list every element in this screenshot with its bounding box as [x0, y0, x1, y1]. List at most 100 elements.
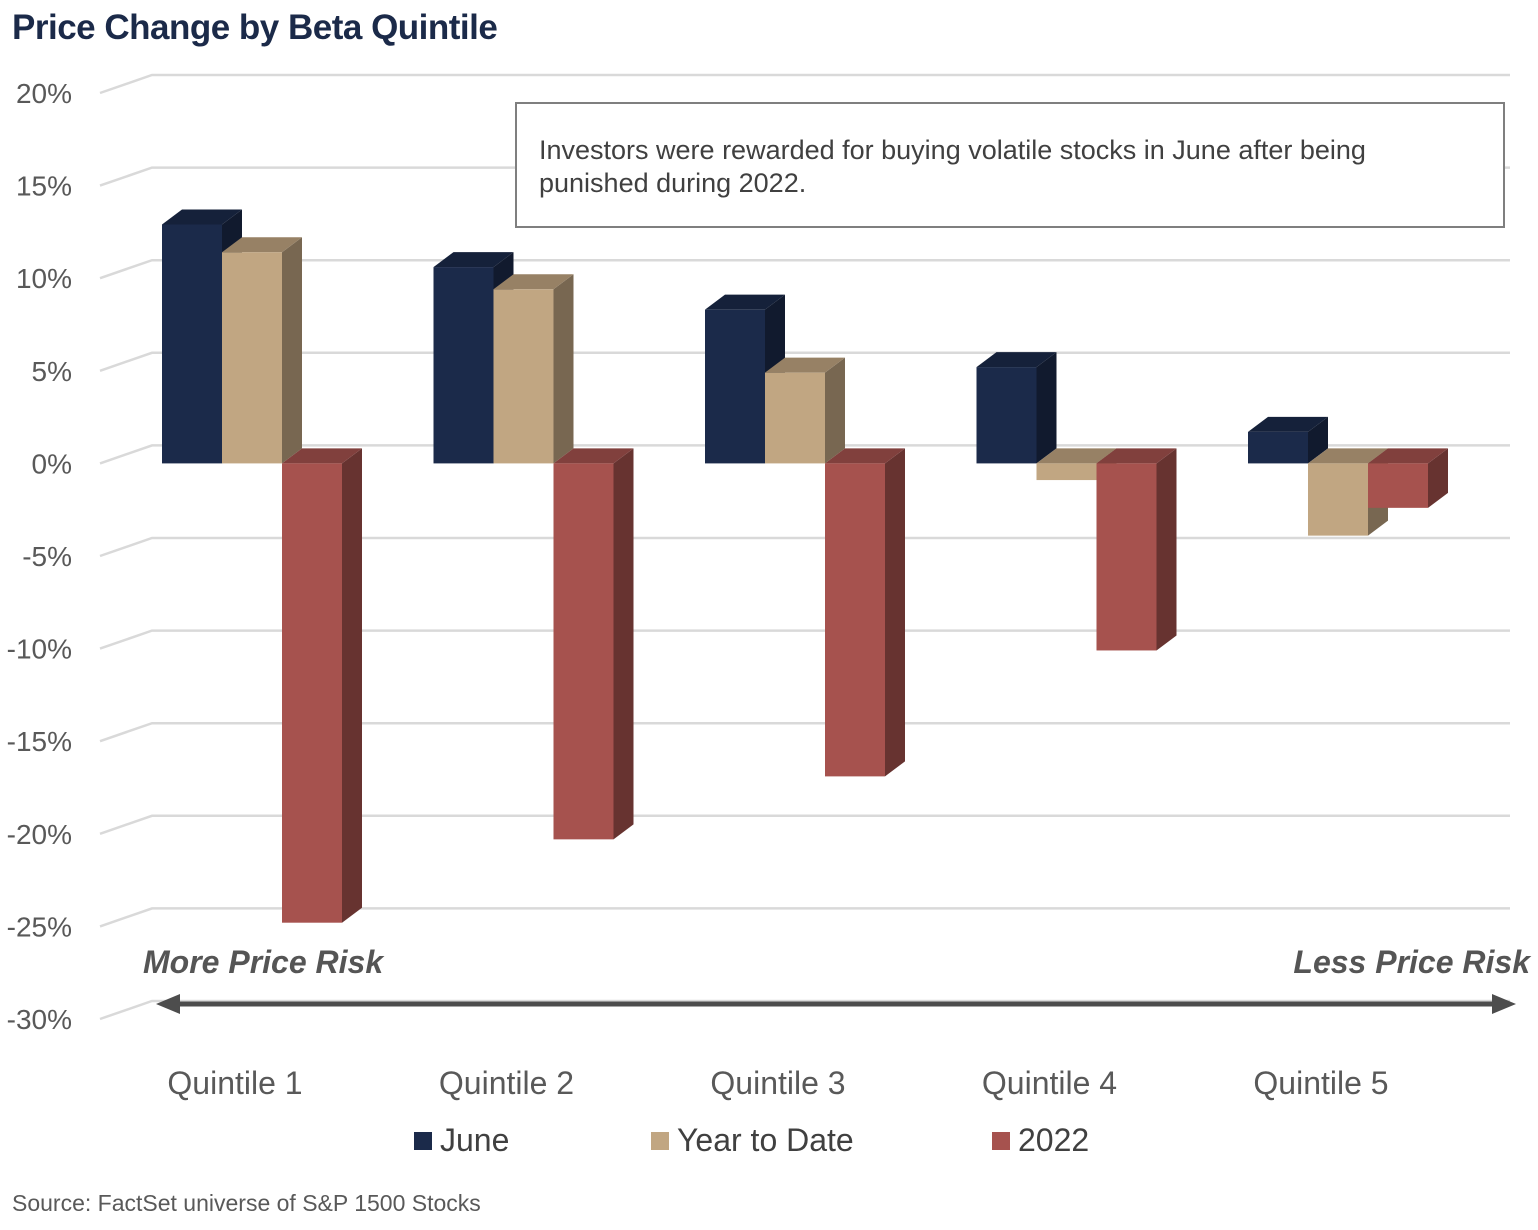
bar-side: [342, 448, 362, 923]
legend-label-year-to-date: Year to Date: [677, 1122, 854, 1158]
bar-june-quintile-4: [976, 352, 1057, 464]
bar-front: [1308, 463, 1368, 536]
gridline: [99, 814, 1510, 835]
bar-front: [162, 224, 222, 464]
legend-item-june: June: [414, 1122, 509, 1159]
bar-side: [613, 448, 634, 840]
bar-top: [553, 448, 634, 464]
y-tick-label: -30%: [7, 1004, 72, 1035]
bar-front: [433, 267, 494, 464]
bar-top: [976, 352, 1057, 368]
risk-arrow: [156, 994, 1516, 1014]
y-tick-label: 5%: [32, 356, 72, 387]
gridline: [99, 351, 1510, 372]
bar-front: [493, 289, 554, 464]
bar-top: [1368, 448, 1448, 464]
bar-front: [1096, 463, 1157, 651]
x-tick-label: Quintile 3: [710, 1065, 845, 1101]
bar-front: [705, 309, 765, 464]
bar-2022-quintile-4: [1096, 448, 1177, 651]
bar-2022-quintile-1: [282, 448, 362, 923]
legend-item-2022: 2022: [992, 1122, 1089, 1159]
bar-year-to-date-quintile-3: [765, 357, 845, 464]
bar-front: [1248, 431, 1308, 464]
bar-top: [282, 448, 362, 464]
bars: [162, 209, 1448, 923]
gridline: [99, 907, 1510, 928]
gridline: [99, 629, 1510, 650]
gridline: [99, 536, 1510, 558]
x-tick-label: Quintile 2: [439, 1065, 574, 1101]
risk-arrow-right-head: [1492, 994, 1516, 1014]
bar-front: [553, 463, 614, 840]
bar-side: [825, 357, 845, 464]
bar-front: [976, 367, 1037, 464]
bar-top: [1036, 448, 1117, 464]
bar-side: [282, 237, 302, 464]
bar-side: [1308, 416, 1328, 464]
chart-title: Price Change by Beta Quintile: [12, 8, 498, 47]
bar-side: [1428, 448, 1448, 508]
x-axis-tick-labels: Quintile 1 Quintile 2 Quintile 3 Quintile 4…: [167, 1065, 1388, 1101]
legend-swatch-june: [414, 1131, 432, 1150]
y-tick-label: 10%: [16, 263, 72, 294]
bar-top: [162, 209, 242, 225]
bar-top: [705, 294, 785, 310]
legend: June Year to Date 2022: [0, 1122, 1538, 1162]
y-tick-label: -5%: [22, 541, 72, 572]
bar-year-to-date-quintile-5: [1308, 448, 1388, 536]
x-tick-label: Quintile 5: [1253, 1065, 1388, 1101]
bar-2022-quintile-5: [1368, 448, 1448, 508]
bar-top: [222, 237, 302, 253]
bar-top: [825, 448, 905, 464]
bar-year-to-date-quintile-1: [222, 237, 302, 464]
y-tick-label: -20%: [7, 819, 72, 850]
bar-front: [1036, 463, 1097, 481]
bar-front: [1368, 463, 1428, 508]
bar-side: [1156, 448, 1177, 651]
legend-label-2022: 2022: [1018, 1122, 1090, 1158]
bar-top: [433, 252, 514, 268]
y-tick-label: -25%: [7, 911, 72, 942]
bar-top: [1096, 448, 1177, 464]
bar-top: [765, 357, 845, 373]
bar-2022-quintile-2: [553, 448, 634, 840]
y-tick-label: 0%: [32, 448, 72, 479]
bar-front: [765, 372, 825, 464]
gridline: [99, 444, 1510, 465]
y-tick-label: 20%: [16, 78, 72, 109]
bar-front: [222, 252, 282, 464]
gridline: [99, 73, 1510, 95]
gridline: [99, 999, 1510, 1021]
x-tick-label: Quintile 4: [982, 1065, 1117, 1101]
annotation-box: Investors were rewarded for buying volat…: [515, 102, 1505, 228]
bar-year-to-date-quintile-2: [493, 274, 574, 464]
legend-swatch-year-to-date: [651, 1131, 669, 1150]
bar-side: [1036, 352, 1057, 464]
more-price-risk-label: More Price Risk: [143, 944, 384, 980]
annotation-text: Investors were rewarded for buying volat…: [539, 135, 1366, 198]
y-axis-tick-labels: -30% -25% -20% -15% -10% -5% 0% 5% 10% 15% 20%: [7, 78, 72, 1035]
gridline: [99, 721, 1510, 743]
bar-front: [825, 463, 885, 777]
bar-2022-quintile-3: [825, 448, 905, 777]
y-tick-label: -10%: [7, 634, 72, 665]
y-tick-label: 15%: [16, 171, 72, 202]
bar-side: [885, 448, 905, 777]
bar-june-quintile-5: [1248, 416, 1328, 464]
legend-swatch-2022: [992, 1131, 1010, 1150]
y-tick-label: -15%: [7, 726, 72, 757]
gridline: [99, 258, 1510, 280]
bar-top: [1308, 448, 1388, 464]
less-price-risk-label: Less Price Risk: [1293, 944, 1530, 980]
bar-front: [282, 463, 342, 923]
x-tick-label: Quintile 1: [167, 1065, 302, 1101]
legend-item-year-to-date: Year to Date: [651, 1122, 854, 1159]
bar-top: [493, 274, 574, 290]
bar-top: [1248, 416, 1328, 432]
legend-label-june: June: [440, 1122, 510, 1158]
source-note: Source: FactSet universe of S&P 1500 Sto…: [12, 1190, 481, 1216]
bar-side: [553, 274, 574, 464]
risk-arrow-left-head: [156, 994, 180, 1014]
